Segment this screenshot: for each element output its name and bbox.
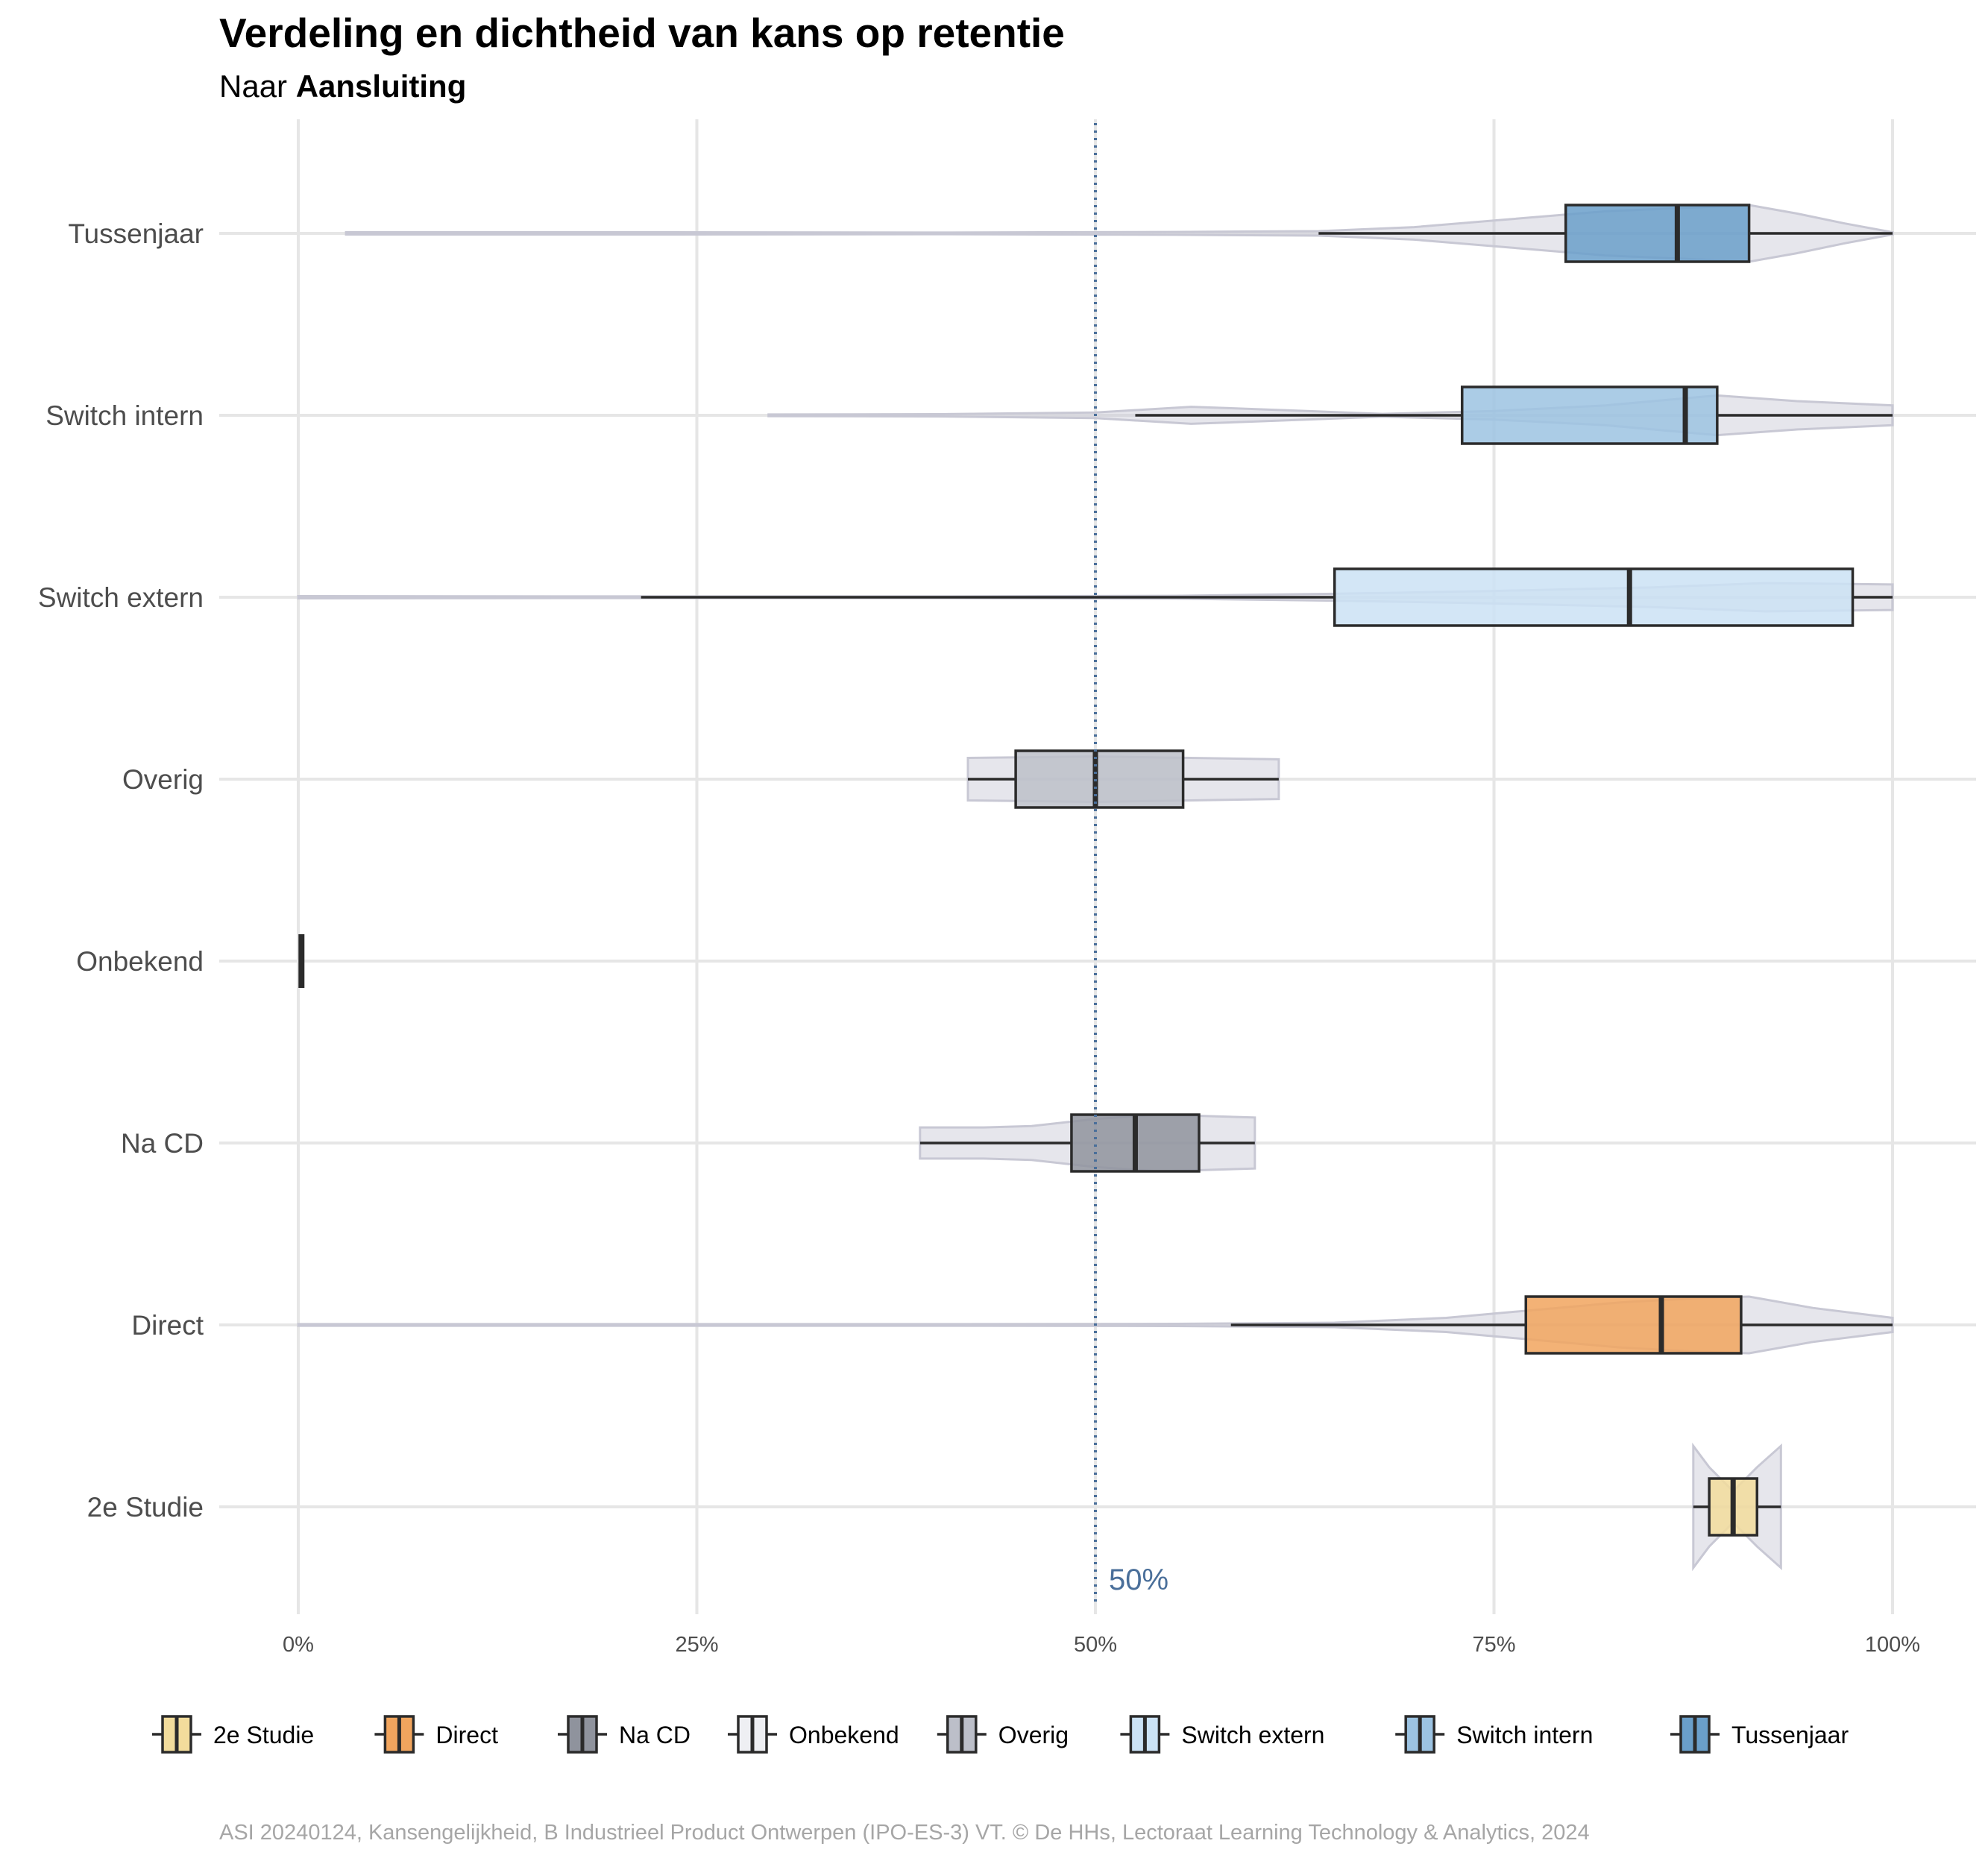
y-axis-labels: Tussenjaar Switch intern Switch extern Over… xyxy=(38,218,204,1523)
legend-label-na-cd: Na CD xyxy=(619,1722,691,1748)
y-label-tussenjaar: Tussenjaar xyxy=(68,218,204,249)
x-tick-label-100: 100% xyxy=(1865,1633,1920,1657)
subtitle-emphasis: Aansluiting xyxy=(295,69,467,104)
y-label-switch-extern: Switch extern xyxy=(38,582,204,613)
y-label-na-cd: Na CD xyxy=(121,1128,204,1159)
box-overig xyxy=(1014,749,1185,809)
legend-label-tussenjaar: Tussenjaar xyxy=(1731,1722,1849,1748)
box-direct xyxy=(1524,1295,1743,1355)
x-tick-label-0: 0% xyxy=(283,1633,314,1657)
legend-label-onbekend: Onbekend xyxy=(789,1722,899,1748)
y-label-switch-intern: Switch intern xyxy=(45,400,204,431)
legend-label-2e-studie: 2e Studie xyxy=(213,1722,314,1748)
legend-label-direct: Direct xyxy=(435,1722,498,1748)
box-tussenjaar xyxy=(1564,204,1751,263)
y-label-2e-studie: 2e Studie xyxy=(87,1492,204,1523)
y-label-onbekend: Onbekend xyxy=(76,946,204,977)
legend-label-switch-extern: Switch extern xyxy=(1181,1722,1324,1748)
legend-label-overig: Overig xyxy=(998,1722,1069,1748)
x-tick-label-25: 25% xyxy=(675,1633,718,1657)
box-switch-extern xyxy=(1333,567,1855,627)
legend-label-switch-intern: Switch intern xyxy=(1456,1722,1593,1748)
chart-title: Verdeling en dichtheid van kans op reten… xyxy=(219,10,1065,56)
x-axis-labels: 0% 25% 50% 75% 100% xyxy=(283,1633,1920,1657)
boxplots xyxy=(298,204,1893,1537)
x-tick-label-75: 75% xyxy=(1472,1633,1515,1657)
chart-subtitle: Naar Aansluiting xyxy=(219,69,466,104)
x-tick-label-50: 50% xyxy=(1074,1633,1117,1657)
subtitle-prefix: Naar xyxy=(219,69,296,104)
y-label-direct: Direct xyxy=(131,1310,204,1341)
reference-line-label: 50% xyxy=(1109,1564,1168,1596)
reference-line: 50% xyxy=(1094,123,1168,1603)
legend: 2e Studie Direct Na CD Onbekend Overig Switch… xyxy=(152,1715,1849,1754)
grid-lines xyxy=(219,119,1976,1614)
box-switch-intern xyxy=(1460,385,1719,445)
y-label-overig: Overig xyxy=(122,764,204,795)
chart-caption: ASI 20240124, Kansengelijkheid, B Indust… xyxy=(219,1821,1590,1845)
